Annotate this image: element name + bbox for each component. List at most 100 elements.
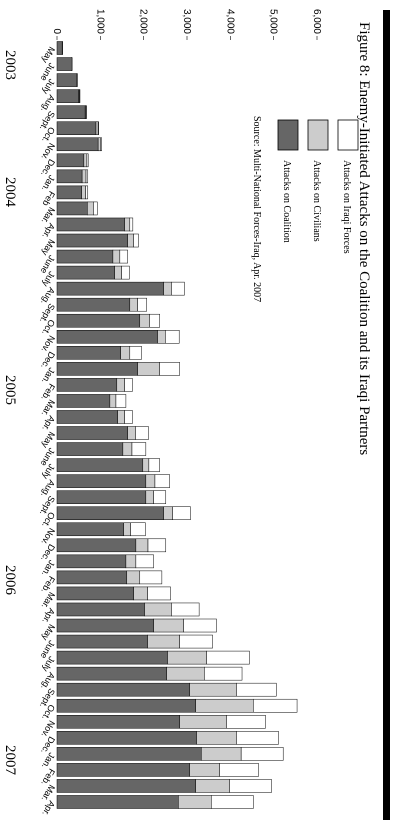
bar-segment	[56, 281, 164, 296]
bar-segment	[126, 570, 141, 585]
bar-segment	[127, 233, 134, 248]
bar-segment	[253, 698, 298, 713]
bar-segment	[56, 490, 147, 504]
bar-segment	[56, 602, 145, 617]
bar-segment	[179, 715, 227, 729]
bar-segment	[56, 121, 97, 136]
bar-segment	[81, 185, 86, 200]
rotated-chart: Figure 8: Enemy-Initiated Attacks on the…	[2, 9, 390, 820]
bar-segment	[201, 747, 242, 761]
bar-segment	[159, 362, 180, 376]
bar-segment	[56, 378, 118, 392]
bar-segment	[112, 249, 121, 264]
bar-segment	[114, 265, 122, 280]
bar-segment	[56, 57, 72, 71]
source: Source: Multi-National Forces-Iraq, Apr.…	[251, 116, 262, 302]
bar-segment	[56, 731, 197, 745]
bar-segment	[206, 650, 250, 665]
bar-segment	[137, 297, 147, 312]
bar-segment	[226, 715, 266, 729]
bar-segment	[56, 522, 124, 537]
bar-segment	[56, 426, 128, 440]
bar-segment	[229, 779, 272, 793]
bar-segment	[142, 458, 150, 472]
bar-segment	[56, 41, 63, 55]
bar-segment	[56, 233, 128, 248]
bar-segment	[153, 490, 167, 504]
bar-segment	[124, 378, 133, 392]
bar-segment	[56, 137, 99, 152]
bar-segment	[56, 362, 138, 376]
bar-segment	[56, 201, 88, 216]
bar-segment	[56, 169, 83, 184]
bar-segment	[189, 682, 237, 697]
bar-segment	[95, 121, 99, 136]
bar-segment	[127, 426, 136, 440]
bar-segment	[97, 137, 102, 152]
bar-segment	[196, 731, 237, 745]
bar-segment	[183, 618, 217, 633]
bar-segment	[56, 89, 79, 103]
bar-segment	[145, 490, 154, 504]
bar-segment	[129, 346, 142, 360]
y-tick-label: 1,000	[94, 9, 105, 34]
bar-segment	[83, 153, 88, 168]
bar-segment	[56, 73, 78, 87]
bar-segment	[147, 538, 167, 553]
bar-segment	[123, 522, 131, 537]
bar-segment	[122, 442, 133, 456]
bar-segment	[195, 779, 230, 793]
bar-segment	[131, 442, 147, 456]
bar-segment	[135, 554, 154, 569]
bar-segment	[56, 747, 202, 761]
bar-segment	[56, 650, 168, 665]
bar-segment	[204, 666, 243, 681]
bar-segment	[165, 330, 180, 344]
bar-segment	[124, 217, 131, 232]
bar-segment	[56, 105, 86, 119]
bar-segment	[56, 217, 125, 232]
bar-segment	[85, 169, 89, 184]
bar-segment	[120, 346, 131, 360]
bar-segment	[124, 410, 133, 424]
bar-segment	[56, 458, 144, 472]
bar-segment	[153, 618, 184, 633]
bar-segment	[56, 442, 124, 456]
bar-segment	[121, 265, 130, 280]
bar-segment	[154, 474, 170, 488]
year-label: 2007	[2, 745, 18, 776]
legend-swatch	[307, 119, 329, 151]
bar-segment	[195, 698, 254, 713]
bar-segment	[189, 763, 220, 777]
bar-segment	[56, 554, 127, 569]
bar-segment	[167, 650, 207, 665]
bar-segment	[139, 570, 163, 585]
bar-segment	[133, 586, 148, 601]
bar-segment	[56, 795, 179, 809]
bar-segment	[219, 763, 259, 777]
bar-segment	[56, 474, 147, 488]
bar-segment	[149, 313, 160, 328]
bar-segment	[56, 586, 134, 601]
y-tick-label: 0	[51, 28, 62, 34]
frame-bar	[383, 10, 390, 820]
bar-segment	[116, 378, 125, 392]
bar-segment	[163, 506, 173, 521]
bar-segment	[137, 362, 160, 376]
bar-segment	[130, 522, 146, 537]
bar-segment	[119, 249, 128, 264]
bar-segment	[56, 763, 190, 777]
bar-segment	[56, 698, 196, 713]
bar-segment	[145, 474, 156, 488]
bar-segment	[135, 538, 149, 553]
bar-segment	[163, 281, 172, 296]
bar-segment	[56, 618, 154, 633]
bar-segment	[56, 265, 115, 280]
bar-segment	[56, 394, 111, 408]
year-label: 2005	[2, 375, 18, 405]
y-tick-label: 2,000	[138, 9, 149, 34]
bar-segment	[56, 538, 137, 553]
bar-segment	[171, 602, 200, 617]
legend-label: Attacks on Iraqi Forces	[341, 160, 352, 254]
y-tick-label: 4,000	[224, 9, 235, 34]
